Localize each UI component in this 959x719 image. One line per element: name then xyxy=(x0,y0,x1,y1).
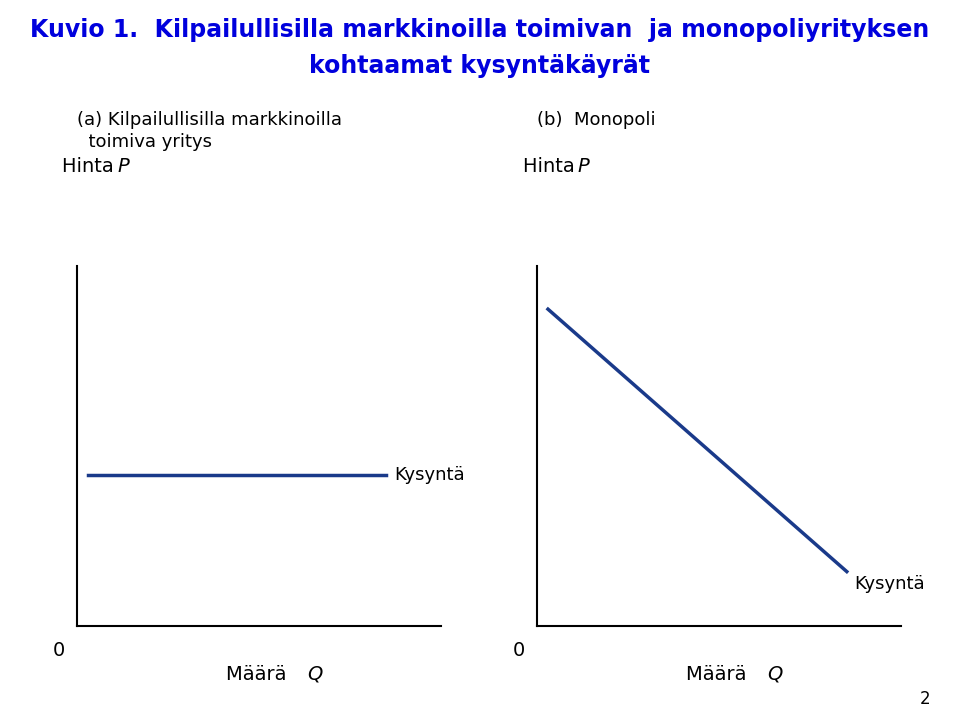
Text: Q: Q xyxy=(307,665,322,684)
Text: (a) Kilpailullisilla markkinoilla: (a) Kilpailullisilla markkinoilla xyxy=(77,111,341,129)
Text: toimiva yritys: toimiva yritys xyxy=(77,133,212,151)
Text: Määrä: Määrä xyxy=(686,665,753,684)
Text: Määrä: Määrä xyxy=(225,665,292,684)
Text: Kysyntä: Kysyntä xyxy=(854,575,924,593)
Text: (b)  Monopoli: (b) Monopoli xyxy=(537,111,656,129)
Text: 0: 0 xyxy=(53,641,64,660)
Text: P: P xyxy=(577,157,589,176)
Text: 0: 0 xyxy=(513,641,525,660)
Text: Q: Q xyxy=(767,665,783,684)
Text: 2: 2 xyxy=(920,690,930,708)
Text: Hinta: Hinta xyxy=(62,157,120,176)
Text: kohtaamat kysyntäkäyrät: kohtaamat kysyntäkäyrät xyxy=(309,54,650,78)
Text: P: P xyxy=(117,157,129,176)
Text: Hinta: Hinta xyxy=(523,157,580,176)
Text: Kysyntä: Kysyntä xyxy=(394,465,464,484)
Text: Kuvio 1.  Kilpailullisilla markkinoilla toimivan  ja monopoliyrityksen: Kuvio 1. Kilpailullisilla markkinoilla t… xyxy=(30,18,929,42)
